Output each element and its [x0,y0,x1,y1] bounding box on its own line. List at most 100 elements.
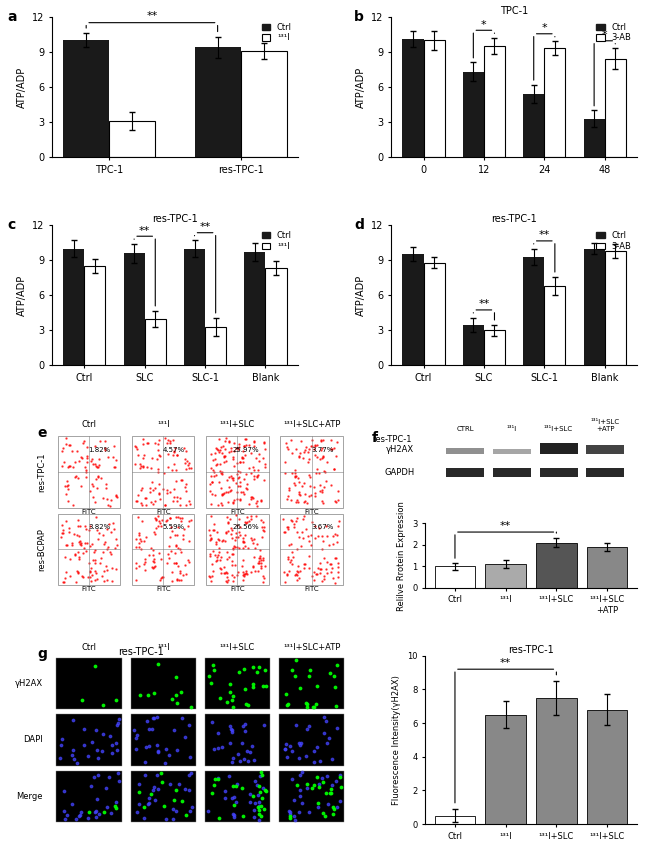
Bar [435,816,475,824]
Point [411,690,421,703]
Point [528,627,538,640]
Point [448,653,459,666]
Point [349,0,359,10]
Text: **: ** [500,521,512,531]
Bar [484,46,505,157]
Point [599,672,610,685]
Bar [194,47,240,157]
Bar [240,50,287,157]
Y-axis label: ATP/ADP: ATP/ADP [16,66,27,108]
Point [426,19,437,33]
Point [437,89,448,103]
Text: DAPI: DAPI [23,735,43,744]
Y-axis label: ATP/ADP: ATP/ADP [16,275,27,316]
Point [378,100,388,114]
Point [400,204,411,218]
Bar [63,40,109,157]
Bar [544,286,566,366]
Text: Ctrl: Ctrl [82,420,97,429]
Text: ¹³¹I: ¹³¹I [157,643,170,653]
Text: γH2AX: γH2AX [15,680,43,688]
Point [584,431,595,445]
Text: 5.59%: 5.59% [163,524,185,531]
Bar [493,468,531,477]
Bar [463,71,484,157]
Text: FITC: FITC [304,509,319,515]
Bar [265,268,287,366]
Text: *: * [481,19,487,29]
Point [611,128,621,141]
Text: Merge: Merge [17,791,43,801]
Point [610,288,621,302]
Point [391,18,402,31]
Text: FITC: FITC [304,586,319,592]
Bar [244,252,265,366]
Bar [584,248,605,366]
Point [324,359,334,373]
Bar [540,443,578,453]
Point [272,136,283,150]
Y-axis label: ATP/ADP: ATP/ADP [356,66,366,108]
Point [484,18,495,31]
Bar [540,468,578,477]
Bar [536,542,577,588]
Point [311,689,321,702]
Bar [463,325,484,366]
Bar [435,566,475,588]
Text: ¹³¹I: ¹³¹I [507,426,517,432]
Text: 3.77%: 3.77% [311,447,333,453]
Bar [484,331,505,366]
Bar [584,119,605,157]
Bar [205,327,226,366]
Bar [586,445,624,453]
Text: res-BCPAP: res-BCPAP [37,528,46,571]
Bar [544,49,566,157]
Text: res-TPC-1: res-TPC-1 [372,435,411,443]
Bar [184,248,205,366]
Legend: Ctrl, ¹³¹I: Ctrl, ¹³¹I [260,230,294,252]
Text: ¹³¹I+SLC: ¹³¹I+SLC [544,426,573,432]
Point [372,103,383,116]
Y-axis label: Fluorescence Intensity(γH2AX): Fluorescence Intensity(γH2AX) [393,675,401,805]
Point [467,396,478,410]
Text: 4.57%: 4.57% [163,447,185,453]
Point [443,654,454,668]
Text: ¹³¹I+SLC+ATP: ¹³¹I+SLC+ATP [283,643,341,653]
Point [502,172,513,185]
Text: **: ** [478,299,489,309]
Point [432,180,442,193]
Point [521,681,531,695]
Text: FITC: FITC [82,586,96,592]
Text: **: ** [539,230,550,241]
Point [405,193,415,206]
Point [550,443,560,457]
Text: FITC: FITC [82,509,96,515]
Point [490,145,501,158]
Point [384,58,394,71]
Text: **: ** [139,225,150,235]
Bar [486,564,526,588]
Point [642,236,650,250]
Point [621,2,632,15]
Point [392,140,402,153]
Text: *: * [602,30,608,40]
Text: c: c [8,218,16,232]
Title: res-TPC-1: res-TPC-1 [508,645,554,655]
Point [562,389,572,403]
Text: Ctrl: Ctrl [82,643,97,653]
Point [627,277,638,290]
Point [557,108,567,121]
Text: γH2AX: γH2AX [386,445,415,453]
Bar [604,251,626,366]
Title: TPC-1: TPC-1 [500,6,528,16]
Bar [84,266,105,366]
Point [580,304,590,317]
Bar [587,710,627,824]
Bar [604,59,626,157]
Text: ¹³¹I: ¹³¹I [157,420,170,429]
Point [378,115,389,129]
Point [361,397,371,410]
Point [426,352,436,365]
Point [411,452,421,466]
Bar [447,448,484,453]
